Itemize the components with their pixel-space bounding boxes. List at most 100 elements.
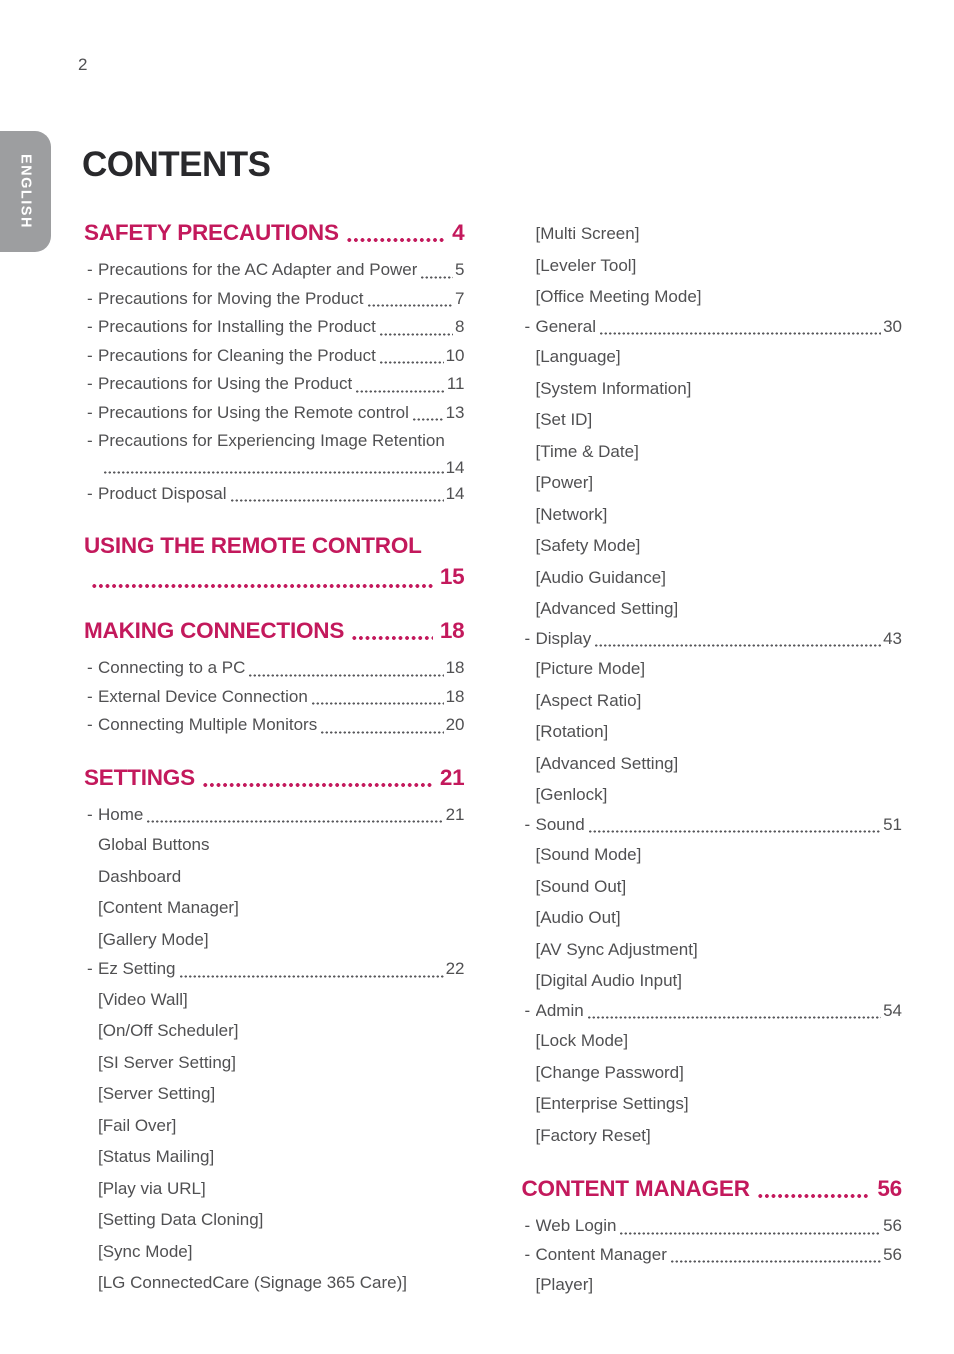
toc-item-row: - Content Manager 56 <box>522 1241 902 1270</box>
toc-item-label: Display <box>535 628 592 648</box>
toc-dot-leader <box>248 672 444 678</box>
toc-sub-row: [Aspect Ratio] <box>522 685 903 717</box>
toc-dot-leader <box>146 819 444 824</box>
toc-page-ref: 18 <box>439 618 465 643</box>
toc-page-ref: 4 <box>452 220 465 245</box>
toc-item-label: Admin <box>535 1000 584 1020</box>
toc-sub-row: [AV Sync Adjustment] <box>522 934 903 966</box>
toc-item-row: - Precautions for Using the Remote contro… <box>84 399 465 428</box>
toc-sub-row: [Play via URL] <box>84 1173 465 1205</box>
toc-item-row: - General 30 <box>522 313 902 342</box>
toc-sub-label: [Status Mailing] <box>98 1147 215 1166</box>
toc-item-row: - Product Disposal 14 <box>84 480 465 509</box>
toc-item-label: General <box>535 316 596 336</box>
toc-dot-leader <box>229 498 444 503</box>
toc-sub-row: [Content Manager] <box>84 892 465 924</box>
toc-sub-label: [Language] <box>535 347 621 366</box>
toc-sub-row: [Multi Screen] <box>522 218 903 250</box>
toc-sub-label: [Gallery Mode] <box>98 929 209 949</box>
toc-item-label: Product Disposal <box>98 483 227 503</box>
toc-item-label: Precautions for Using the Product <box>98 374 353 393</box>
toc-item-dash: - <box>87 658 93 677</box>
toc-item-dash: - <box>87 288 93 308</box>
toc-sub-label: [LG ConnectedCare (Signage 365 Care)] <box>98 1273 408 1292</box>
toc-page-ref: 18 <box>445 686 465 706</box>
toc-dot-leader <box>201 781 433 788</box>
toc-page-ref: 21 <box>445 804 465 824</box>
toc-item-row: - Web Login 56 <box>522 1212 902 1241</box>
toc-sub-row: [Lock Mode] <box>522 1025 903 1057</box>
toc-sub-label: [Picture Mode] <box>535 659 646 678</box>
toc-dot-leader <box>598 331 882 336</box>
toc-chapter-row: SETTINGS 21 <box>84 763 465 792</box>
toc-item-dash: - <box>87 317 93 336</box>
toc-item-dash: - <box>87 260 93 279</box>
toc-item-dash: - <box>87 431 93 450</box>
toc-sub-row: [Enterprise Settings] <box>522 1088 903 1120</box>
toc-item-row: - Precautions for Cleaning the Product 10 <box>84 342 465 371</box>
toc-item-dash: - <box>524 1000 531 1020</box>
toc-page-ref: 13 <box>445 402 465 422</box>
toc-item-label: Ez Setting <box>98 959 176 978</box>
toc-chapter-label: MAKING CONNECTIONS <box>84 618 345 643</box>
toc-item-label: Web Login <box>535 1216 617 1235</box>
toc-sub-label: [Audio Guidance] <box>535 567 666 587</box>
toc-sub-row: [Rotation] <box>522 716 903 748</box>
toc-item-row: - Precautions for Experiencing Image Rete… <box>84 427 465 456</box>
toc-page-ref: 30 <box>883 316 902 336</box>
toc-item-dash: - <box>87 402 93 422</box>
toc-sub-label: [Digital Audio Input] <box>535 971 682 990</box>
toc-sub-label: [SI Server Setting] <box>98 1052 236 1072</box>
toc-sub-label: [Sync Mode] <box>98 1241 193 1261</box>
toc-sub-row: [Advanced Setting] <box>522 748 903 780</box>
toc-sub-row: [Player] <box>522 1269 903 1301</box>
toc-sub-row: [Advanced Setting] <box>522 593 903 625</box>
language-tab-label: ENGLISH <box>17 154 34 229</box>
toc-sub-row: [Setting Data Cloning] <box>84 1204 465 1236</box>
toc-columns: SAFETY PRECAUTIONS 4- Precautions for the … <box>84 218 902 1301</box>
toc-sub-label: [Power] <box>535 473 594 492</box>
toc-sub-row: [Leveler Tool] <box>522 250 903 282</box>
toc-sub-row: [Audio Guidance] <box>522 562 903 594</box>
toc-sub-label: [Sound Out] <box>535 876 627 896</box>
toc-sub-row: [Gallery Mode] <box>84 924 465 956</box>
toc-item-label: Precautions for the AC Adapter and Power <box>98 260 418 279</box>
toc-item-label: External Device Connection <box>98 686 308 706</box>
toc-item-row: - Home 21 <box>84 801 465 830</box>
toc-item-dash: - <box>524 814 531 834</box>
toc-page-ref: 21 <box>439 764 465 790</box>
toc-dot-leader <box>310 701 444 706</box>
toc-chapter-row: MAKING CONNECTIONS 18 <box>84 616 465 645</box>
toc-sub-row: Dashboard <box>84 861 465 893</box>
toc-sub-label: [Enterprise Settings] <box>535 1094 689 1113</box>
toc-column-right: [Multi Screen] [Leveler Tool] [Office Meet… <box>522 218 903 1301</box>
toc-item-label: Sound <box>535 814 585 834</box>
toc-sub-label: [Rotation] <box>535 722 609 741</box>
toc-item-dash: - <box>87 483 93 503</box>
toc-dot-leader <box>420 274 454 280</box>
toc-item-dash: - <box>524 628 531 648</box>
toc-item-row: - Precautions for Using the Product 11 <box>84 370 465 399</box>
toc-sub-row: [Sound Out] <box>522 871 903 903</box>
toc-sub-row: [System Information] <box>522 373 903 405</box>
toc-sub-row: [Digital Audio Input] <box>522 965 903 997</box>
toc-sub-row: [Server Setting] <box>84 1078 465 1110</box>
toc-chapter-leader-row: 15 <box>84 560 465 593</box>
toc-sub-label: [System Information] <box>535 378 692 398</box>
toc-dot-leader <box>411 417 444 422</box>
toc-sub-label: [Video Wall] <box>98 989 188 1009</box>
toc-sub-label: [AV Sync Adjustment] <box>535 939 698 959</box>
toc-item-row: - Connecting to a PC 18 <box>84 654 465 683</box>
toc-sub-row: [SI Server Setting] <box>84 1047 465 1079</box>
toc-item-dash: - <box>524 316 531 336</box>
toc-page-ref: 54 <box>883 1000 902 1020</box>
toc-sub-label: [Network] <box>535 504 608 524</box>
toc-sub-label: [Leveler Tool] <box>535 255 637 275</box>
page-number: 2 <box>78 55 88 74</box>
toc-page-ref: 15 <box>439 564 465 589</box>
toc-dot-leader <box>178 973 444 979</box>
toc-sub-row: [Picture Mode] <box>522 653 903 685</box>
toc-page-ref: 43 <box>883 628 902 648</box>
toc-page-ref: 10 <box>445 345 465 365</box>
